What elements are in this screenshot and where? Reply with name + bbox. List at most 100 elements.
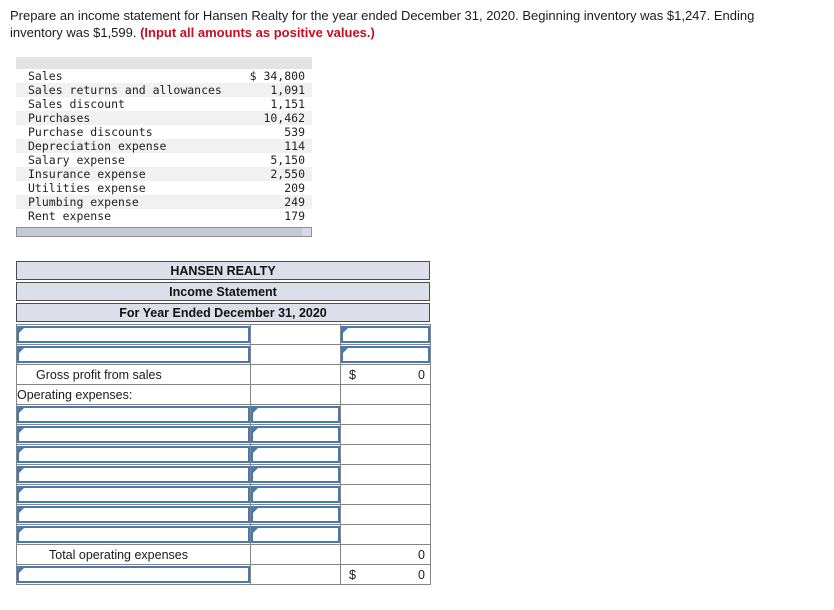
account-amount: 5,150 [270,153,305,167]
statement-cell [16,344,251,365]
statement-input-cell[interactable] [17,466,250,483]
statement-cell [16,324,251,345]
statement-cell [340,404,431,425]
cell-marker-icon [343,328,348,333]
cell-marker-icon [19,528,24,533]
account-list: Sales $ 34,800 Sales returns and allowance… [16,69,312,223]
cell-marker-icon [253,428,258,433]
statement-cell [340,444,431,465]
account-row: Depreciation expense 114 [16,139,312,153]
statement-row [16,464,431,485]
account-row: Utilities expense 209 [16,181,312,195]
statement-row [16,504,431,525]
cell-marker-icon [19,408,24,413]
account-amount: 539 [284,125,305,139]
statement-cell [340,464,431,485]
cell-marker-icon [19,428,24,433]
statement-cell [250,524,341,545]
statement-cell [340,424,431,445]
cell-marker-icon [19,328,24,333]
statement-cell [250,364,341,385]
cell-marker-icon [19,468,24,473]
statement-input-cell[interactable] [341,346,430,363]
account-name: Depreciation expense [28,139,167,153]
statement-input-cell[interactable] [251,486,340,503]
statement-input-cell[interactable] [17,346,250,363]
amount: $0 [341,565,430,584]
account-name: Rent expense [28,209,112,223]
statement-input-cell[interactable] [251,506,340,523]
account-row: Rent expense 179 [16,209,312,223]
cell-marker-icon [253,468,258,473]
statement-input-cell[interactable] [17,406,250,423]
statement-row: Total operating expenses 0 [16,544,431,565]
statement-input-cell[interactable] [341,326,430,343]
account-name: Salary expense [28,153,125,167]
statement-cell [16,424,251,445]
account-amount: 114 [284,139,305,153]
cell-marker-icon [19,348,24,353]
statement-input-cell[interactable] [17,526,250,543]
statement-row: Gross profit from sales $0 [16,364,431,385]
dollar-sign: $ [349,567,356,582]
cell-marker-icon [253,448,258,453]
statement-cell [340,344,431,365]
statement-input-cell[interactable] [251,526,340,543]
account-row: Purchase discounts 539 [16,125,312,139]
account-row: Plumbing expense 249 [16,195,312,209]
statement-input-cell[interactable] [17,326,250,343]
computed-amount-cell: 0 [340,544,431,565]
account-row: Insurance expense 2,550 [16,167,312,181]
horizontal-scrollbar[interactable] [16,227,312,237]
statement-cell [250,444,341,465]
account-row: Sales $ 34,800 [16,69,312,83]
statement-cell [340,324,431,345]
statement-row-label: Gross profit from sales [16,364,251,385]
statement-cell [250,564,341,585]
statement-cell [250,484,341,505]
statement-cell [16,524,251,545]
statement-row [16,524,431,545]
statement-cell [340,384,431,405]
statement-row-label: Total operating expenses [16,544,251,565]
statement-title: Income Statement [16,282,430,301]
computed-amount-cell: $0 [340,364,431,385]
statement-input-cell[interactable] [17,566,250,583]
statement-cell [250,504,341,525]
cell-marker-icon [19,488,24,493]
amount-value: 0 [418,567,425,582]
statement-cell [250,464,341,485]
statement-row [16,344,431,365]
statement-cell [250,344,341,365]
statement-input-cell[interactable] [17,486,250,503]
statement-cell [340,524,431,545]
account-name: Purchases [28,111,91,125]
instruction-text: Prepare an income statement for Hansen R… [10,7,824,41]
statement-input-cell[interactable] [17,446,250,463]
statement-cell [16,504,251,525]
account-name: Sales discount [28,97,125,111]
statement-row [16,404,431,425]
statement-cell [250,544,341,565]
statement-input-cell[interactable] [17,426,250,443]
statement-input-cell[interactable] [251,466,340,483]
statement-input-cell[interactable] [251,406,340,423]
cell-marker-icon [253,488,258,493]
instruction-line2: inventory was $1,599. [10,25,141,40]
income-statement-form: HANSEN REALTY Income Statement For Year … [16,261,431,585]
account-name: Utilities expense [28,181,146,195]
statement-input-cell[interactable] [251,426,340,443]
account-name: Plumbing expense [28,195,139,209]
statement-input-cell[interactable] [251,446,340,463]
account-name: Insurance expense [28,167,146,181]
statement-row [16,484,431,505]
statement-cell [16,464,251,485]
account-row: Purchases 10,462 [16,111,312,125]
statement-row [16,444,431,465]
scrollbar-thumb[interactable] [17,228,303,236]
account-amount: 179 [284,209,305,223]
amount-value: 0 [418,367,425,382]
statement-cell [340,504,431,525]
cell-marker-icon [253,408,258,413]
statement-input-cell[interactable] [17,506,250,523]
